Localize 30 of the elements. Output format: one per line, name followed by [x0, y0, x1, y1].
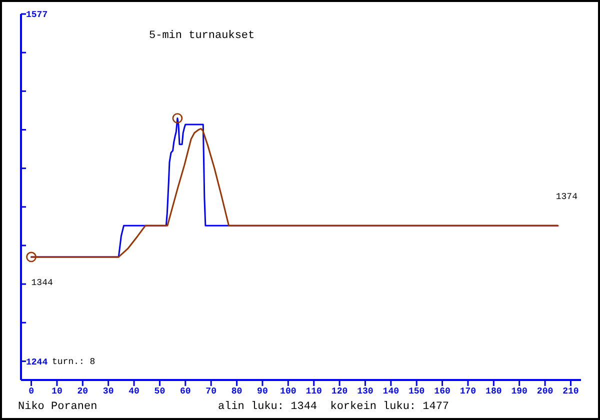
x-tick-label: 40	[128, 386, 140, 396]
x-tick-label: 140	[382, 386, 400, 396]
x-tick-label: 10	[52, 386, 62, 396]
x-tick-label: 200	[536, 386, 554, 396]
x-tick-label: 50	[154, 386, 166, 396]
x-tick-label: 100	[280, 386, 296, 396]
x-tick-label: 0	[28, 386, 34, 396]
text: 5-min turnaukset	[149, 30, 255, 42]
x-tick-label: 190	[511, 386, 528, 396]
text: alin luku: 1344 korkein luku: 1477	[218, 401, 450, 414]
y-tick-label: 1244	[26, 357, 48, 368]
annotation: 1374	[556, 192, 578, 203]
text: Niko Poranen	[18, 401, 98, 414]
y-tick-label: 1577	[26, 10, 48, 20]
x-tick-label: 80	[231, 386, 242, 396]
x-tick-label: 20	[77, 386, 88, 396]
x-tick-label: 30	[102, 386, 114, 396]
x-tick-label: 210	[562, 386, 579, 396]
annotation: 1344	[31, 278, 53, 289]
x-tick-label: 130	[357, 386, 374, 396]
x-tick-label: 170	[460, 386, 476, 396]
annotation: turn.: 8	[52, 357, 96, 368]
x-tick-label: 90	[257, 386, 268, 396]
x-tick-label: 160	[434, 386, 450, 396]
x-tick-label: 180	[486, 386, 502, 396]
x-tick-label: 110	[306, 386, 322, 396]
x-tick-label: 150	[408, 386, 425, 396]
x-tick-label: 70	[206, 386, 216, 396]
x-tick-label: 120	[331, 386, 348, 396]
x-tick-label: 60	[180, 386, 191, 396]
